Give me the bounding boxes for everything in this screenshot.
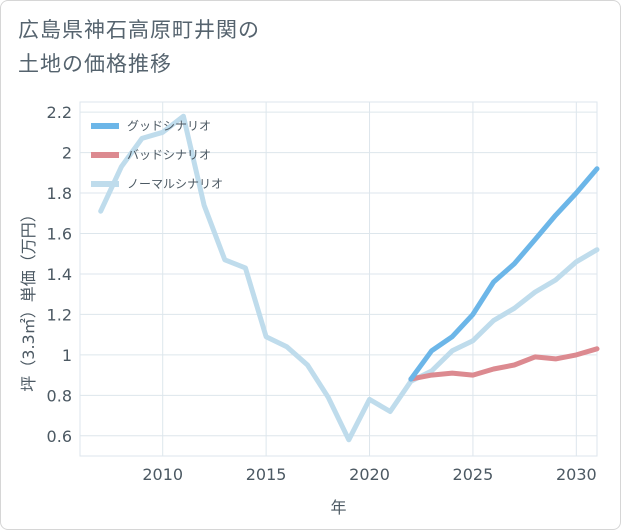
legend-label-2: バッドシナリオ [127,148,211,162]
x-axis-title: 年 [330,498,346,517]
x-axis-ticks: 2010 2015 2020 2025 2030 [142,465,596,484]
y-tick-label: 2.2 [47,103,72,122]
chart-title-line-2: 土地の価格推移 [18,52,172,76]
chart-title: 広島県神石高原町井関の 土地の価格推移 [18,13,418,81]
legend-label-3: ノーマルシナリオ [127,177,223,191]
y-tick-label: 0.8 [47,386,72,405]
y-axis-title: 坪（3.3㎡）単価（万円） [19,206,38,391]
series-line-1 [408,166,600,382]
series-lines [98,113,600,443]
chart-title-line-1: 広島県神石高原町井関の [18,18,260,42]
series-line-3 [98,113,600,443]
plot-area [79,101,598,457]
y-tick-label: 1.6 [47,224,72,243]
series-line-2 [408,346,600,382]
y-tick-label: 1.8 [47,184,72,203]
y-axis-ticks: 0.6 0.8 1 1.2 1.4 1.6 1.8 2 2.2 [47,103,72,446]
x-tick-label: 2030 [556,465,597,484]
x-tick-label: 2025 [453,465,494,484]
y-tick-label: 2 [62,144,72,163]
grid-lines [79,101,598,457]
x-tick-label: 2020 [349,465,390,484]
y-tick-label: 1 [62,346,72,365]
y-tick-label: 0.6 [47,427,72,446]
legend-label-1: グッドシナリオ [127,119,211,133]
x-tick-label: 2015 [246,465,287,484]
y-tick-label: 1.4 [47,265,72,284]
y-tick-label: 1.2 [47,305,72,324]
x-tick-label: 2010 [142,465,183,484]
